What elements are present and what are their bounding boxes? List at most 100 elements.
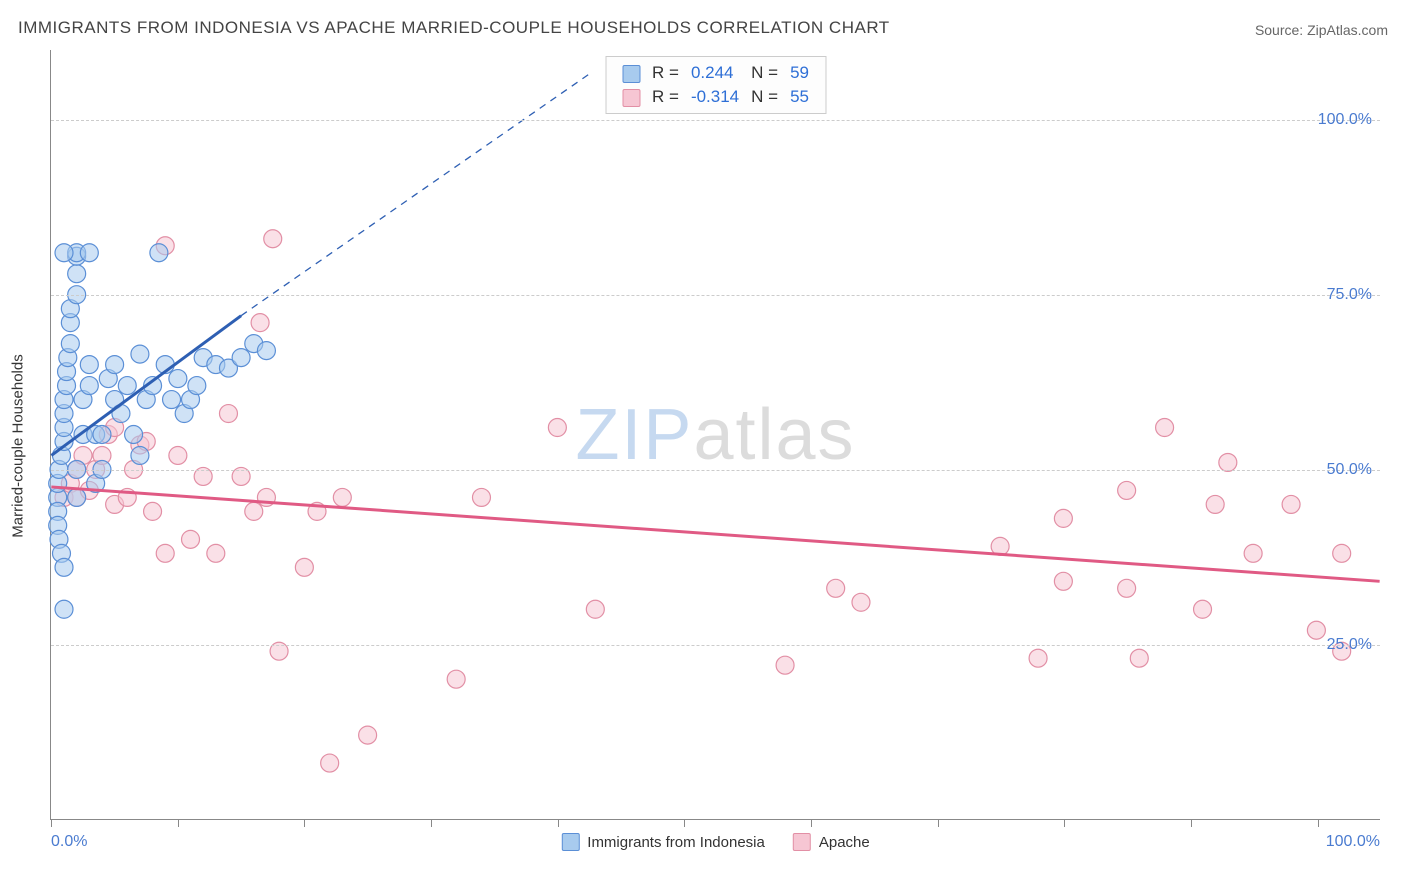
series-b-point (1333, 544, 1351, 562)
series-b-point (144, 502, 162, 520)
series-a-callout-line (241, 74, 589, 316)
r-prefix: R = (646, 61, 685, 85)
series-a-n: 59 (784, 61, 815, 85)
y-tick-label: 75.0% (1327, 286, 1372, 304)
source-text: Source: ZipAtlas.com (1255, 22, 1388, 38)
series-b-point (1118, 481, 1136, 499)
legend-swatch-a (561, 833, 579, 851)
series-b-point (295, 558, 313, 576)
stats-row-b: R = -0.314 N = 55 (616, 85, 815, 109)
series-a-point (61, 335, 79, 353)
series-a-point (55, 558, 73, 576)
n-prefix: N = (745, 85, 784, 109)
series-a-point (169, 370, 187, 388)
series-b-point (333, 488, 351, 506)
series-a-point (188, 377, 206, 395)
stats-row-a: R = 0.244 N = 59 (616, 61, 815, 85)
series-a-point (93, 426, 111, 444)
series-b-point (1130, 649, 1148, 667)
series-a-point (163, 391, 181, 409)
series-a-point (257, 342, 275, 360)
x-tick (1318, 819, 1319, 827)
x-tick (304, 819, 305, 827)
legend-label-a: Immigrants from Indonesia (587, 834, 765, 851)
series-a-point (118, 377, 136, 395)
series-b-point (264, 230, 282, 248)
series-a-point (55, 600, 73, 618)
series-b-point (1307, 621, 1325, 639)
legend-item-b: Apache (793, 833, 870, 851)
series-b-point (1156, 419, 1174, 437)
series-b-point (182, 530, 200, 548)
x-axis-min-label: 0.0% (51, 833, 87, 851)
series-b-point (472, 488, 490, 506)
gridline (51, 120, 1380, 121)
gridline (51, 645, 1380, 646)
series-a-point (131, 345, 149, 363)
x-tick (811, 819, 812, 827)
series-a-point (68, 488, 86, 506)
series-a-swatch (622, 65, 640, 83)
series-b-point (219, 405, 237, 423)
x-tick (431, 819, 432, 827)
x-tick (938, 819, 939, 827)
series-a-point (131, 446, 149, 464)
series-b-point (169, 446, 187, 464)
gridline (51, 295, 1380, 296)
series-b-point (1029, 649, 1047, 667)
y-tick-label: 100.0% (1318, 111, 1372, 129)
series-b-point (1054, 509, 1072, 527)
series-b-swatch (622, 89, 640, 107)
series-b-point (447, 670, 465, 688)
chart-container: IMMIGRANTS FROM INDONESIA VS APACHE MARR… (0, 0, 1406, 892)
series-b-point (1194, 600, 1212, 618)
series-b-point (321, 754, 339, 772)
chart-title: IMMIGRANTS FROM INDONESIA VS APACHE MARR… (18, 18, 890, 38)
legend-bottom: Immigrants from Indonesia Apache (561, 833, 869, 851)
series-a-point (106, 356, 124, 374)
series-b-point (207, 544, 225, 562)
r-prefix: R = (646, 85, 685, 109)
series-a-point (80, 244, 98, 262)
series-b-point (359, 726, 377, 744)
x-tick (178, 819, 179, 827)
series-a-point (55, 244, 73, 262)
series-b-point (586, 600, 604, 618)
series-b-point (1282, 495, 1300, 513)
series-b-point (548, 419, 566, 437)
x-tick (1191, 819, 1192, 827)
y-tick-label: 25.0% (1327, 636, 1372, 654)
y-tick-label: 50.0% (1327, 461, 1372, 479)
series-a-point (150, 244, 168, 262)
series-b-point (1206, 495, 1224, 513)
series-b-trendline (51, 487, 1379, 581)
series-a-r: 0.244 (685, 61, 745, 85)
x-tick (51, 819, 52, 827)
series-b-point (156, 544, 174, 562)
x-tick (1064, 819, 1065, 827)
series-a-point (232, 349, 250, 367)
x-tick (684, 819, 685, 827)
series-a-point (80, 377, 98, 395)
n-prefix: N = (745, 61, 784, 85)
series-a-point (125, 426, 143, 444)
series-b-point (1054, 572, 1072, 590)
series-b-r: -0.314 (685, 85, 745, 109)
series-b-point (245, 502, 263, 520)
gridline (51, 470, 1380, 471)
series-b-n: 55 (784, 85, 815, 109)
series-b-point (1244, 544, 1262, 562)
series-a-point (80, 356, 98, 374)
series-b-point (852, 593, 870, 611)
legend-label-b: Apache (819, 834, 870, 851)
series-b-point (1219, 453, 1237, 471)
x-axis-max-label: 100.0% (1326, 833, 1380, 851)
stats-legend-box: R = 0.244 N = 59 R = -0.314 N = 55 (605, 56, 826, 114)
scatter-svg (51, 50, 1380, 819)
y-axis-title: Married-couple Households (10, 354, 27, 537)
series-b-point (251, 314, 269, 332)
legend-item-a: Immigrants from Indonesia (561, 833, 765, 851)
plot-area: ZIPatlas R = 0.244 N = 59 R = -0.314 N =… (50, 50, 1380, 820)
series-b-point (776, 656, 794, 674)
series-b-point (827, 579, 845, 597)
